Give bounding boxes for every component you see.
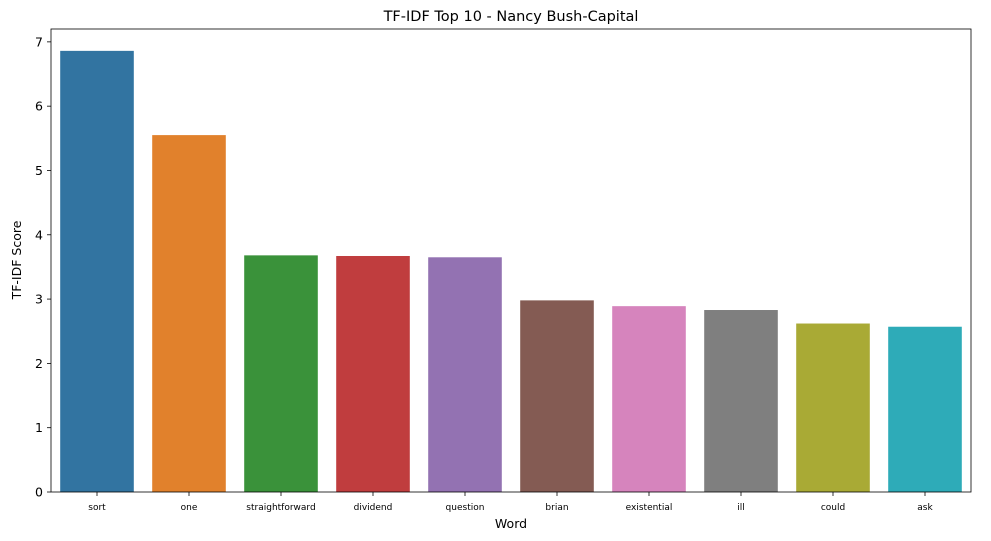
x-axis-label: Word (495, 516, 527, 531)
x-tick-label: one (181, 503, 198, 513)
bar-dividend (336, 255, 410, 492)
y-tick-label: 6 (35, 99, 43, 114)
x-tick-label: existential (626, 503, 673, 513)
x-tick-label: dividend (354, 503, 393, 513)
bar-straightforward (244, 255, 318, 492)
bar-existential (612, 306, 686, 492)
y-axis-ticks: 0 1 2 3 4 5 6 7 (35, 34, 51, 500)
x-tick-label: could (821, 503, 845, 513)
y-tick-label: 0 (35, 485, 43, 500)
bar-question (428, 257, 502, 492)
bar-sort (60, 50, 134, 492)
chart-title: TF-IDF Top 10 - Nancy Bush-Capital (383, 9, 639, 25)
y-tick-label: 7 (35, 34, 43, 49)
plot-frame (50, 28, 972, 493)
y-tick-label: 3 (35, 292, 43, 307)
y-tick-label: 5 (35, 163, 43, 178)
x-tick-label: brian (545, 503, 568, 513)
bar-one (152, 135, 226, 492)
y-tick-label: 2 (35, 356, 43, 371)
x-tick-label: straightforward (246, 503, 315, 513)
x-tick-label: question (446, 503, 485, 513)
bar-ill (704, 310, 778, 492)
x-tick-label: sort (88, 503, 106, 513)
bar-ask (888, 326, 962, 492)
y-axis-label: TF-IDF Score (9, 220, 24, 300)
x-tick-label: ill (737, 503, 745, 513)
y-tick-label: 1 (35, 420, 43, 435)
x-axis-ticks: sort one straightforward dividend question br… (88, 492, 933, 513)
bar-brian (520, 300, 594, 492)
bars-group (60, 50, 962, 492)
y-tick-label: 4 (35, 227, 43, 242)
bar-could (796, 323, 870, 492)
x-tick-label: ask (917, 503, 933, 513)
